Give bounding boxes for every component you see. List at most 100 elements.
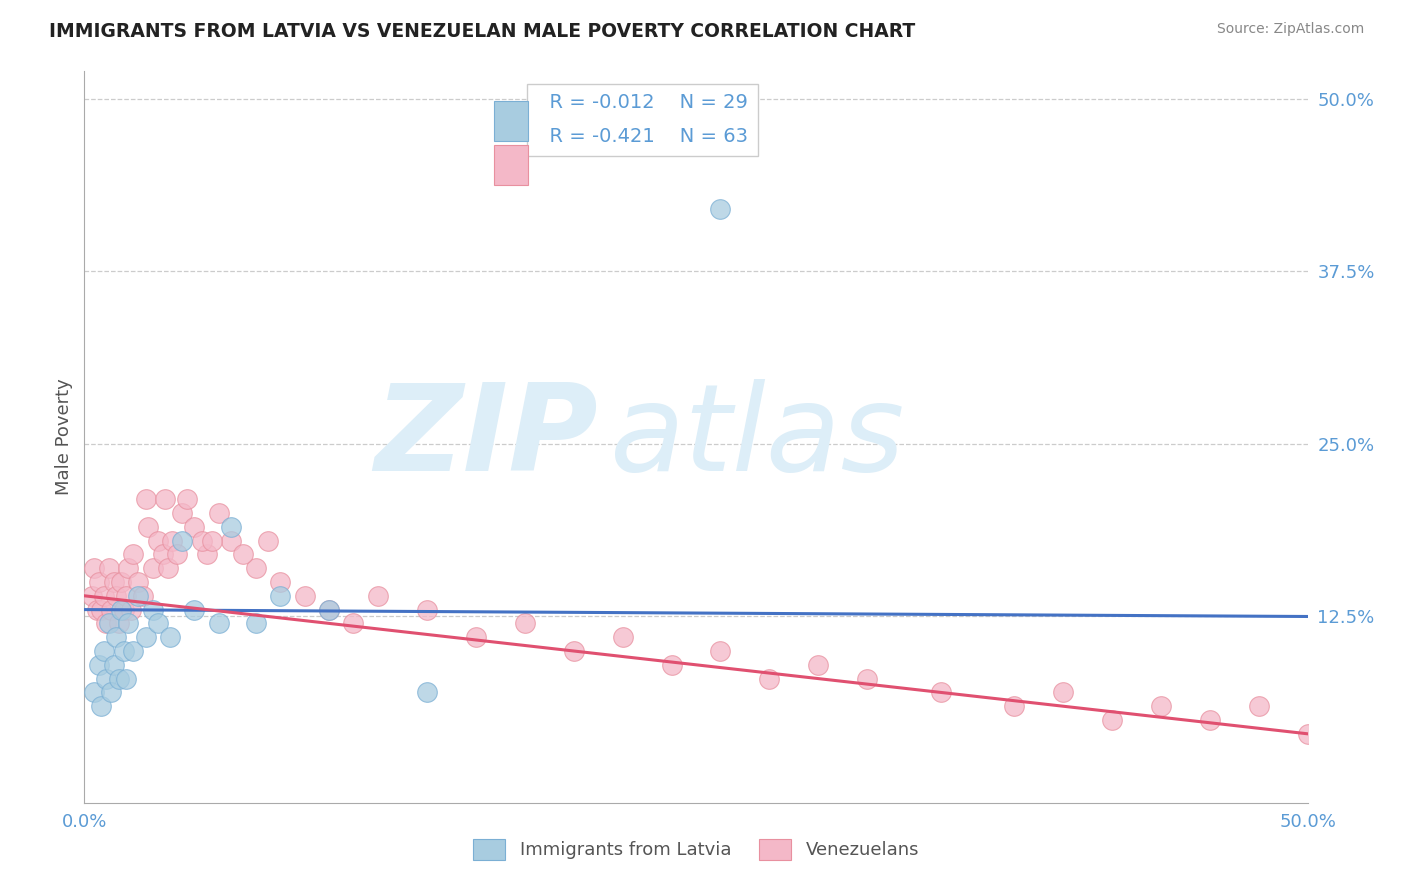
Point xyxy=(103,657,125,672)
Point xyxy=(162,533,184,548)
Point xyxy=(136,520,159,534)
Point xyxy=(245,561,267,575)
Point xyxy=(245,616,267,631)
Point xyxy=(219,520,242,534)
Point xyxy=(122,548,145,562)
Y-axis label: Male Poverty: Male Poverty xyxy=(55,379,73,495)
Point xyxy=(342,616,364,631)
Point xyxy=(105,630,128,644)
Point xyxy=(416,685,439,699)
Point xyxy=(83,561,105,575)
Point xyxy=(1101,713,1123,727)
Point xyxy=(183,602,205,616)
Point xyxy=(135,630,157,644)
Point xyxy=(156,561,179,575)
Point xyxy=(219,533,242,548)
Point xyxy=(105,589,128,603)
Point xyxy=(117,561,139,575)
Point xyxy=(142,561,165,575)
Point xyxy=(269,574,291,589)
Point xyxy=(208,616,231,631)
Point xyxy=(191,533,214,548)
Point xyxy=(100,685,122,699)
Point xyxy=(1247,699,1270,714)
Point xyxy=(856,672,879,686)
Point xyxy=(146,616,169,631)
Point xyxy=(93,644,115,658)
Point xyxy=(166,548,188,562)
Point xyxy=(464,630,486,644)
Text: Source: ZipAtlas.com: Source: ZipAtlas.com xyxy=(1216,22,1364,37)
Point xyxy=(612,630,634,644)
FancyBboxPatch shape xyxy=(494,145,529,185)
Text: ZIP: ZIP xyxy=(374,378,598,496)
Point xyxy=(96,672,118,686)
Text: atlas: atlas xyxy=(610,378,905,496)
Point xyxy=(97,616,120,631)
Point xyxy=(153,492,176,507)
Point xyxy=(208,506,231,520)
Point xyxy=(232,548,254,562)
Point xyxy=(709,202,731,217)
Point xyxy=(416,602,439,616)
Point xyxy=(93,589,115,603)
Point xyxy=(758,672,780,686)
Point xyxy=(1296,727,1319,741)
Point xyxy=(367,589,389,603)
Point xyxy=(83,685,105,699)
Point xyxy=(709,644,731,658)
Point xyxy=(80,589,103,603)
Point xyxy=(87,574,110,589)
Point xyxy=(318,602,340,616)
Point xyxy=(107,672,129,686)
Point xyxy=(183,520,205,534)
Point xyxy=(294,589,316,603)
Point xyxy=(96,616,118,631)
Point xyxy=(110,574,132,589)
Point xyxy=(513,616,536,631)
Point xyxy=(120,602,142,616)
Point xyxy=(115,672,138,686)
Point xyxy=(110,602,132,616)
Legend: Immigrants from Latvia, Venezuelans: Immigrants from Latvia, Venezuelans xyxy=(465,831,927,867)
Point xyxy=(135,492,157,507)
Point xyxy=(1198,713,1220,727)
Point xyxy=(1150,699,1173,714)
Point xyxy=(107,616,129,631)
Point xyxy=(269,589,291,603)
Point xyxy=(807,657,830,672)
Point xyxy=(100,602,122,616)
Point xyxy=(115,589,138,603)
Point xyxy=(929,685,952,699)
Point xyxy=(117,616,139,631)
Point xyxy=(318,602,340,616)
Point xyxy=(122,644,145,658)
Point xyxy=(176,492,198,507)
Point xyxy=(86,602,108,616)
Point xyxy=(127,589,149,603)
Text: IMMIGRANTS FROM LATVIA VS VENEZUELAN MALE POVERTY CORRELATION CHART: IMMIGRANTS FROM LATVIA VS VENEZUELAN MAL… xyxy=(49,22,915,41)
Point xyxy=(195,548,218,562)
Point xyxy=(127,574,149,589)
Point xyxy=(1002,699,1025,714)
Point xyxy=(90,602,112,616)
Point xyxy=(112,602,135,616)
Point xyxy=(257,533,280,548)
Point xyxy=(90,699,112,714)
Point xyxy=(87,657,110,672)
Point xyxy=(159,630,181,644)
Point xyxy=(172,506,194,520)
Text: R = -0.012    N = 29
  R = -0.421    N = 63: R = -0.012 N = 29 R = -0.421 N = 63 xyxy=(537,94,748,146)
Point xyxy=(172,533,194,548)
Point xyxy=(103,574,125,589)
Point xyxy=(1052,685,1074,699)
Point xyxy=(200,533,222,548)
Point xyxy=(97,561,120,575)
Point xyxy=(112,644,135,658)
FancyBboxPatch shape xyxy=(494,101,529,141)
Point xyxy=(661,657,683,672)
Point xyxy=(142,602,165,616)
Point xyxy=(562,644,585,658)
Point xyxy=(152,548,174,562)
Point xyxy=(132,589,155,603)
